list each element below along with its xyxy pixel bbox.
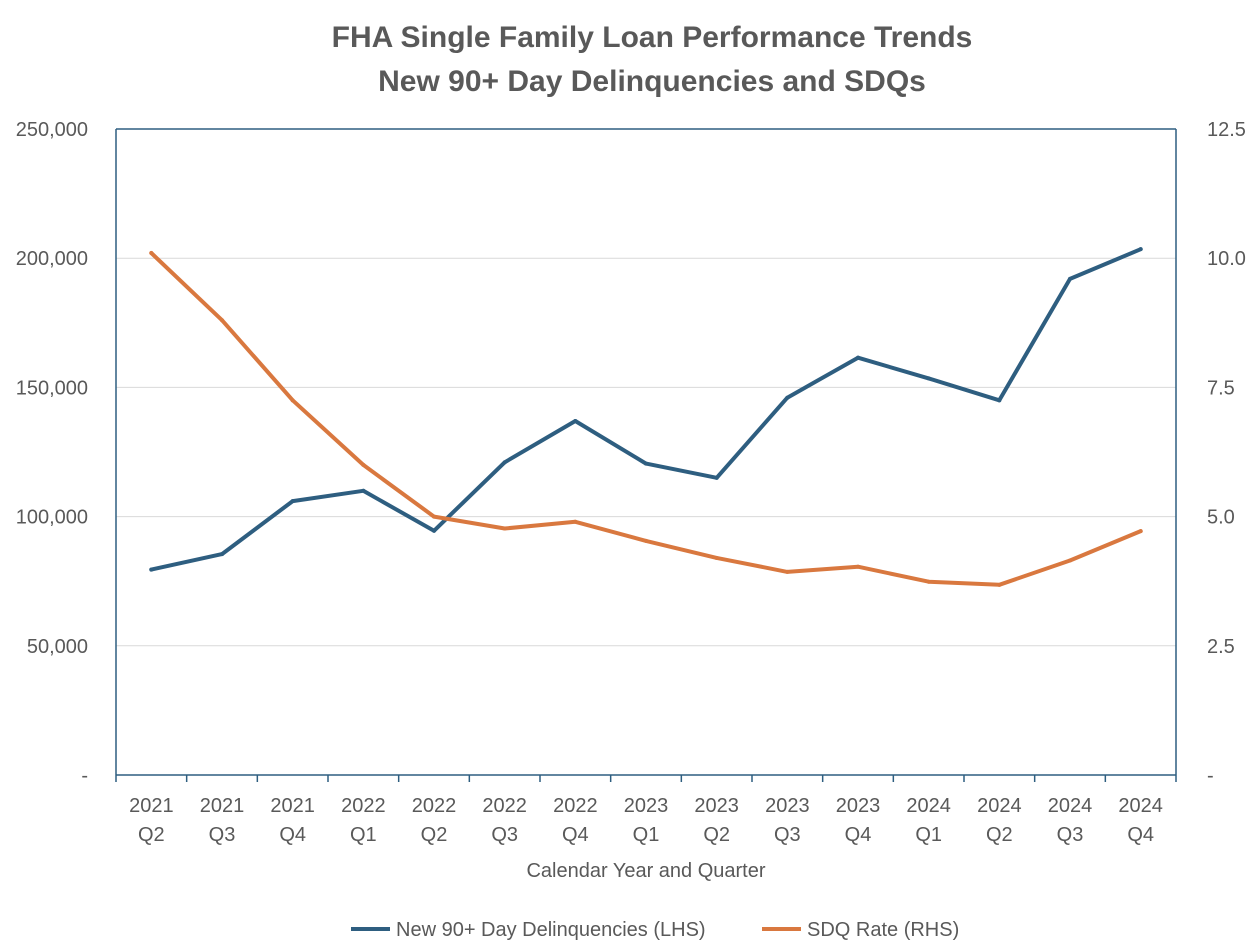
gridlines <box>116 128 1176 647</box>
left-axis-tick-label: 250,000 <box>16 119 88 141</box>
x-axis-year-label: 2022 <box>553 795 598 817</box>
data-point-delinquencies <box>149 567 154 572</box>
data-point-sdq-rate <box>220 318 224 323</box>
data-point-delinquencies <box>926 376 931 381</box>
x-axis-year-label: 2024 <box>906 795 951 817</box>
data-point-sdq-rate <box>926 579 931 584</box>
left-axis-tick-label: 200,000 <box>16 248 88 270</box>
x-axis-year-label: 2022 <box>412 795 457 817</box>
data-point-sdq-rate <box>644 538 648 543</box>
x-axis-quarter-label: Q2 <box>421 824 448 846</box>
right-axis-tick-label: 12.5 <box>1207 119 1246 141</box>
data-point-sdq-rate <box>1138 529 1143 534</box>
data-point-sdq-rate <box>856 564 860 569</box>
x-axis-quarter-label: Q4 <box>845 824 872 846</box>
x-axis-quarter-label: Q1 <box>633 824 660 846</box>
data-point-delinquencies <box>997 398 1002 403</box>
x-axis-title: Calendar Year and Quarter <box>526 860 765 882</box>
data-point-delinquencies <box>432 528 436 533</box>
right-axis-tick-label: 5.0 <box>1207 507 1235 529</box>
x-axis-year-label: 2024 <box>977 795 1022 817</box>
x-axis-year-label: 2022 <box>482 795 527 817</box>
x-axis-quarter-label: Q1 <box>350 824 377 846</box>
data-point-delinquencies <box>785 395 790 400</box>
series-lines <box>149 247 1143 587</box>
data-point-sdq-rate <box>502 526 507 531</box>
data-point-delinquencies <box>361 488 366 493</box>
data-point-sdq-rate <box>149 251 154 256</box>
right-axis-tick-label: - <box>1207 765 1214 787</box>
data-point-sdq-rate <box>361 462 366 467</box>
data-point-sdq-rate <box>997 582 1002 587</box>
left-axis-tick-label: 150,000 <box>16 377 88 399</box>
x-axis-year-label: 2021 <box>270 795 315 817</box>
x-axis-year-label: 2021 <box>129 795 174 817</box>
right-axis-tick-label: 7.5 <box>1207 377 1235 399</box>
x-axis-quarter-label: Q4 <box>562 824 589 846</box>
x-axis-year-label: 2021 <box>200 795 245 817</box>
x-axis-year-label: 2023 <box>836 795 881 817</box>
data-point-sdq-rate <box>432 514 436 519</box>
data-point-delinquencies <box>1068 276 1072 281</box>
right-axis-tick-label: 10.0 <box>1207 248 1246 270</box>
legend-label-delinquencies: New 90+ Day Delinquencies (LHS) <box>396 919 706 941</box>
x-axis-year-label: 2024 <box>1118 795 1163 817</box>
data-point-sdq-rate <box>785 569 790 574</box>
x-axis-quarter-label: Q1 <box>915 824 942 846</box>
left-axis-tick-label: 100,000 <box>16 507 88 529</box>
data-point-delinquencies <box>502 460 507 465</box>
tick-labels: - 50,000 100,000 150,000 200,000 250,000 - 2.5 5… <box>16 119 1246 846</box>
data-point-sdq-rate <box>573 519 578 524</box>
x-axis-quarter-label: Q4 <box>1127 824 1154 846</box>
data-point-delinquencies <box>1138 247 1143 252</box>
axes <box>115 128 1177 782</box>
x-axis-quarter-label: Q3 <box>774 824 801 846</box>
x-axis-quarter-label: Q2 <box>986 824 1013 846</box>
data-point-delinquencies <box>573 418 578 423</box>
data-point-delinquencies <box>644 461 648 466</box>
legend-label-sdq-rate: SDQ Rate (RHS) <box>807 919 959 941</box>
data-point-sdq-rate <box>1068 558 1072 563</box>
right-axis-tick-label: 2.5 <box>1207 636 1235 658</box>
x-axis-quarter-label: Q2 <box>138 824 165 846</box>
series-line-sdq-rate <box>149 251 1143 587</box>
x-axis-year-label: 2023 <box>624 795 669 817</box>
x-axis-year-label: 2024 <box>1048 795 1093 817</box>
x-axis-year-label: 2022 <box>341 795 386 817</box>
x-axis-year-label: 2023 <box>765 795 810 817</box>
data-point-sdq-rate <box>290 398 295 403</box>
x-axis-quarter-label: Q3 <box>1057 824 1084 846</box>
chart-title-line1: FHA Single Family Loan Performance Trend… <box>332 21 973 54</box>
x-axis-quarter-label: Q3 <box>491 824 518 846</box>
x-axis-quarter-label: Q3 <box>209 824 236 846</box>
left-axis-tick-label: 50,000 <box>27 636 88 658</box>
data-point-delinquencies <box>856 355 860 360</box>
x-axis-quarter-label: Q2 <box>703 824 730 846</box>
data-point-delinquencies <box>714 475 719 480</box>
left-axis-tick-label: - <box>81 765 88 787</box>
legend: New 90+ Day Delinquencies (LHS) SDQ Rate… <box>351 919 959 941</box>
data-point-delinquencies <box>290 499 295 504</box>
data-point-delinquencies <box>220 552 224 557</box>
data-point-sdq-rate <box>714 555 719 560</box>
chart-title-line2: New 90+ Day Delinquencies and SDQs <box>378 65 926 98</box>
x-axis-year-label: 2023 <box>694 795 739 817</box>
x-axis-quarter-label: Q4 <box>279 824 306 846</box>
